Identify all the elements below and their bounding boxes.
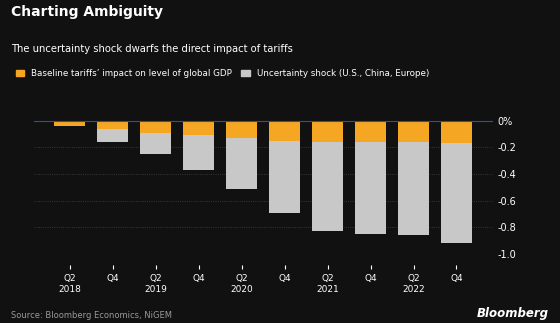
Bar bbox=[398, 120, 429, 142]
Bar bbox=[398, 142, 429, 235]
Bar bbox=[141, 120, 171, 132]
Bar bbox=[54, 120, 85, 126]
Bar bbox=[355, 142, 386, 234]
Bar bbox=[269, 141, 300, 213]
Text: Bloomberg: Bloomberg bbox=[477, 307, 549, 320]
Text: The uncertainty shock dwarfs the direct impact of tariffs: The uncertainty shock dwarfs the direct … bbox=[11, 44, 293, 54]
Legend: Baseline tariffs’ impact on level of global GDP, Uncertainty shock (U.S., China,: Baseline tariffs’ impact on level of glo… bbox=[16, 69, 429, 78]
Bar bbox=[141, 132, 171, 154]
Bar bbox=[355, 120, 386, 142]
Bar bbox=[183, 120, 214, 135]
Bar bbox=[97, 129, 128, 142]
Bar bbox=[226, 138, 257, 189]
Bar bbox=[312, 142, 343, 232]
Text: Charting Ambiguity: Charting Ambiguity bbox=[11, 5, 163, 19]
Bar bbox=[183, 135, 214, 170]
Bar bbox=[97, 120, 128, 129]
Bar bbox=[441, 120, 472, 143]
Bar bbox=[226, 120, 257, 138]
Text: Source: Bloomberg Economics, NiGEM: Source: Bloomberg Economics, NiGEM bbox=[11, 311, 172, 320]
Bar bbox=[312, 120, 343, 142]
Bar bbox=[441, 143, 472, 244]
Bar bbox=[269, 120, 300, 141]
